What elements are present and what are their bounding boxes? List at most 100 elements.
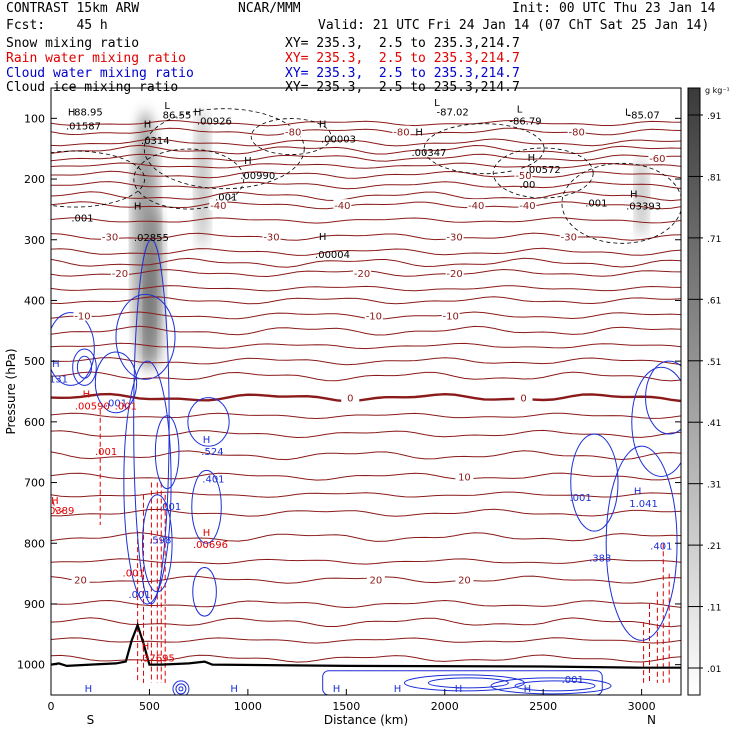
annotation-37: .001 bbox=[105, 399, 127, 410]
snow-plume-2 bbox=[194, 109, 211, 250]
terrain-profile bbox=[51, 621, 681, 669]
isotherm-line-4 bbox=[51, 181, 681, 190]
annotation-9: H bbox=[319, 119, 327, 130]
isotherm--60 bbox=[51, 153, 681, 162]
colorbar-label-7: .71 bbox=[707, 235, 721, 245]
annotation-25: .001 bbox=[71, 214, 93, 225]
cloud-contour-12 bbox=[570, 433, 619, 532]
cloud-contour-0 bbox=[51, 312, 95, 386]
annotation-29: H bbox=[134, 201, 142, 212]
cloud-contour-10 bbox=[191, 469, 222, 544]
annotation-40: H bbox=[203, 435, 211, 446]
annotation-62: H bbox=[394, 684, 402, 695]
isotherm-label-bg bbox=[455, 573, 474, 585]
annotation-33: H bbox=[52, 359, 60, 370]
y-tick-label-900: 900 bbox=[24, 598, 45, 611]
annotation-11: H bbox=[415, 127, 423, 138]
isotherm-label-bg bbox=[467, 199, 486, 211]
annotation-31: H bbox=[319, 232, 327, 243]
isotherm-label-bg bbox=[353, 267, 372, 279]
snow-plume-4 bbox=[634, 157, 649, 238]
isotherm-label--50: -50 bbox=[515, 171, 531, 182]
isotherm-label-bg bbox=[262, 230, 281, 242]
annotation-27: H bbox=[630, 189, 638, 200]
isotherm-label--20: -20 bbox=[354, 269, 370, 280]
isotherm-label-20: 20 bbox=[74, 576, 87, 587]
isotherm-label--20: -20 bbox=[112, 269, 128, 280]
annotation-10: .00003 bbox=[321, 135, 356, 146]
isotherm-label-bg bbox=[73, 309, 92, 321]
terrain-line bbox=[51, 621, 681, 669]
isotherm-line-9 bbox=[51, 285, 681, 292]
annotation-30: .02855 bbox=[134, 233, 169, 244]
colorbar-unit: g kg⁻¹ bbox=[705, 86, 730, 95]
isotherm-line-3 bbox=[51, 162, 681, 169]
y-tick-label-300: 300 bbox=[24, 234, 45, 247]
cloud-contour-ring-2 bbox=[178, 686, 184, 692]
isotherm-line-23 bbox=[51, 617, 681, 628]
annotation-78: .401 bbox=[650, 541, 672, 552]
ice-contours bbox=[51, 108, 681, 244]
isotherm-label--30: -30 bbox=[561, 233, 577, 244]
contour-labels: -80 -80 -80 -60 -50 -40 -40 -40 -40 -30 -30 -30 -30 -… bbox=[71, 125, 667, 587]
annotation-26: .001 bbox=[585, 198, 607, 209]
isotherm-line-12 bbox=[51, 342, 681, 350]
colorbar-label-4: .41 bbox=[707, 419, 721, 429]
isotherm-line-2 bbox=[51, 144, 681, 155]
annotation-51: H bbox=[142, 641, 150, 652]
isotherm-line-8 bbox=[51, 257, 681, 268]
y-tick-label-700: 700 bbox=[24, 477, 45, 490]
cloud-contour-low-band bbox=[322, 670, 603, 695]
isotherm-label--40: -40 bbox=[334, 201, 350, 212]
cloud-contour-band-1 bbox=[427, 677, 509, 689]
colorbar-label-9: .91 bbox=[707, 112, 721, 122]
isotherm-label-0: 0 bbox=[520, 394, 526, 405]
snow-shading bbox=[131, 109, 649, 373]
ice-contour-3 bbox=[250, 118, 332, 155]
annotation-76: H bbox=[634, 487, 642, 498]
annotation-21: .00 bbox=[519, 180, 535, 191]
isotherm-label-bg bbox=[445, 267, 464, 279]
annotation-45: H bbox=[203, 528, 211, 539]
y-tick-label-200: 200 bbox=[24, 173, 45, 186]
cloud-contour-7 bbox=[142, 494, 173, 593]
annotation-72: .001 bbox=[605, 708, 627, 719]
endpoint-left-label: S bbox=[87, 713, 95, 727]
isotherm-label-bg bbox=[71, 573, 90, 585]
annotation-44: .00389 bbox=[39, 506, 74, 517]
isotherm-line-15 bbox=[51, 412, 681, 420]
isotherm--40 bbox=[51, 201, 681, 210]
y-tick-label-600: 600 bbox=[24, 416, 45, 429]
isotherm-label-bg bbox=[514, 391, 533, 403]
isotherm-label-20: 20 bbox=[369, 576, 382, 587]
isotherm-label--10: -10 bbox=[74, 312, 90, 323]
annotation-16: -86.79 bbox=[509, 116, 541, 127]
annotation-5: 86.55 bbox=[163, 110, 192, 121]
rain-contours bbox=[52, 409, 670, 683]
cloud-contour-4 bbox=[115, 293, 176, 380]
annotation-52: .37695 bbox=[140, 654, 175, 665]
annotation-4: L bbox=[164, 101, 170, 112]
annotation-55: H bbox=[230, 684, 238, 695]
colorbar-label-1: .11 bbox=[707, 604, 721, 614]
isotherm-20 bbox=[51, 575, 681, 584]
field-rain-xy: XY= 235.3, 2.5 to 235.3,214.7 bbox=[285, 51, 520, 66]
isotherm-label--60: -60 bbox=[649, 154, 665, 165]
annotation-59: H bbox=[333, 684, 341, 695]
annotation-22: H bbox=[244, 156, 252, 167]
annotation-3: H bbox=[144, 119, 152, 130]
isotherm-label--30: -30 bbox=[102, 233, 118, 244]
cloud-water-contours bbox=[51, 239, 681, 695]
isotherm-label-bg bbox=[110, 267, 129, 279]
y-tick-label-1000: 1000 bbox=[17, 659, 45, 672]
cloud-contour-1 bbox=[72, 348, 97, 386]
ice-contour-6 bbox=[561, 162, 681, 244]
cloud-contour-band-0 bbox=[403, 674, 525, 692]
isotherm-line-14 bbox=[51, 371, 681, 382]
annotation-35: H bbox=[83, 390, 91, 401]
x-tick-label-1500: 1500 bbox=[332, 700, 360, 713]
annotation-14: -87.02 bbox=[437, 107, 469, 118]
annotation-50: .001 bbox=[128, 590, 150, 601]
cloud-contour-3 bbox=[94, 351, 138, 414]
annotation-49: .001 bbox=[123, 569, 145, 580]
